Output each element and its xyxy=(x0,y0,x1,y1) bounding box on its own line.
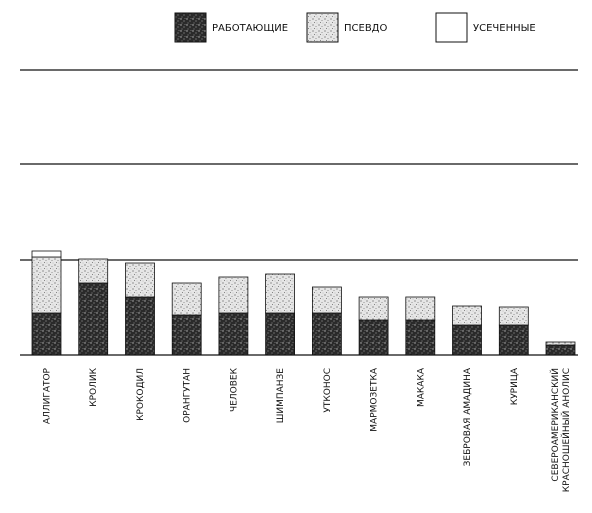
bar-segment-pseudo-7 xyxy=(358,296,389,321)
bar-segment-pseudo-5 xyxy=(265,273,296,314)
bar-segment-functional-4 xyxy=(218,312,249,356)
legend: РАБОТАЮЩИЕ ПСЕВДО УСЕЧЕННЫЕ xyxy=(174,12,536,43)
bar-segment-pseudo-8 xyxy=(405,296,436,321)
legend-swatch-functional xyxy=(174,12,207,43)
bar-segment-functional-10 xyxy=(498,324,529,356)
bar-segment-pseudo-2 xyxy=(125,262,155,298)
category-label-11: СЕВЕРОАМЕРИКАНСКИЙКРАСНОШЕЙНЫЙ АНОЛИС xyxy=(549,368,572,492)
category-label-9: ЗЕБРОВАЯ АМАДИНА xyxy=(463,367,473,466)
legend-swatch-pseudo xyxy=(306,12,339,43)
bar-segment-pseudo-9 xyxy=(452,305,482,326)
category-label-10: КУРИЦА xyxy=(510,367,520,405)
legend-label-pseudo: ПСЕВДО xyxy=(344,23,387,34)
bar-segment-functional-2 xyxy=(125,296,155,356)
legend-label-functional: РАБОТАЮЩИЕ xyxy=(212,23,288,34)
bar-segment-functional-6 xyxy=(311,312,342,356)
bar-segment-pseudo-11 xyxy=(545,341,576,346)
bar-segment-functional-7 xyxy=(358,319,389,356)
category-label-4: ЧЕЛОВЕК xyxy=(229,367,239,412)
bars xyxy=(31,250,576,356)
bar-segment-pseudo-3 xyxy=(171,282,202,316)
category-label-6: УТКОНОС xyxy=(323,368,333,413)
category-label-0: АЛЛИГАТОР xyxy=(43,367,53,424)
bar-segment-functional-3 xyxy=(171,314,202,356)
bar-segment-truncated-0 xyxy=(31,250,62,258)
category-label-1: КРОЛИК xyxy=(89,367,99,406)
bar-segment-pseudo-10 xyxy=(498,306,529,326)
category-label-5: ШИМПАНЗЕ xyxy=(276,368,286,424)
bar-segment-functional-5 xyxy=(265,312,296,356)
bar-segment-functional-1 xyxy=(78,282,109,356)
legend-item-truncated: УСЕЧЕННЫЕ xyxy=(435,12,536,43)
category-label-7: МАРМОЗЕТКА xyxy=(370,367,380,432)
bar-segment-functional-8 xyxy=(405,319,436,356)
bar-segment-pseudo-4 xyxy=(218,276,249,314)
legend-label-truncated: УСЕЧЕННЫЕ xyxy=(473,23,536,34)
legend-item-pseudo: ПСЕВДО xyxy=(306,12,387,43)
gridlines xyxy=(20,69,578,261)
bar-segment-functional-11 xyxy=(545,344,576,356)
category-label-2: КРОКОДИЛ xyxy=(136,368,146,421)
bar-segment-pseudo-6 xyxy=(311,286,342,314)
category-label-8: МАКАКА xyxy=(416,367,426,407)
bar-segment-functional-0 xyxy=(31,312,62,356)
category-label-3: ОРАНГУТАН xyxy=(183,368,193,423)
bar-segment-pseudo-1 xyxy=(78,258,109,284)
category-labels: АЛЛИГАТОР КРОЛИК КРОКОДИЛ ОРАНГУТАН ЧЕЛОВЕК Ш… xyxy=(43,367,573,492)
legend-swatch-truncated xyxy=(435,12,468,43)
bar-segment-pseudo-0 xyxy=(31,256,62,314)
bar-segment-functional-9 xyxy=(452,324,482,356)
legend-item-functional: РАБОТАЮЩИЕ xyxy=(174,12,288,43)
